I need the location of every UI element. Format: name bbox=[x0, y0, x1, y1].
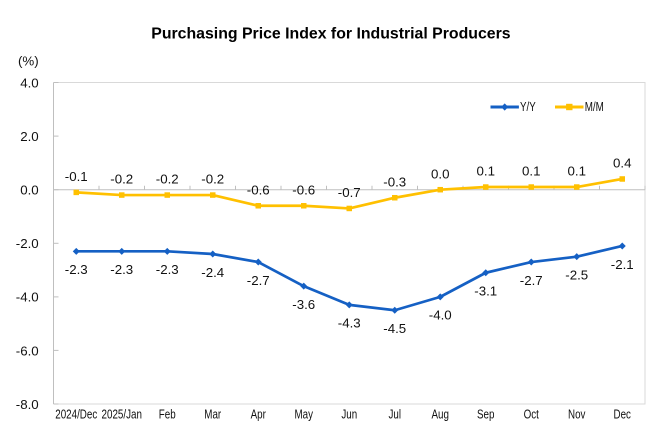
svg-text:-3.6: -3.6 bbox=[292, 297, 315, 312]
svg-text:0.1: 0.1 bbox=[568, 164, 587, 179]
svg-text:0.4: 0.4 bbox=[613, 156, 632, 171]
svg-text:-4.5: -4.5 bbox=[383, 321, 406, 336]
svg-text:-4.0: -4.0 bbox=[16, 290, 39, 305]
svg-text:-0.2: -0.2 bbox=[156, 172, 179, 187]
svg-text:-6.0: -6.0 bbox=[16, 343, 39, 358]
svg-text:-0.6: -0.6 bbox=[247, 182, 270, 197]
svg-text:0.1: 0.1 bbox=[477, 164, 496, 179]
svg-text:-2.3: -2.3 bbox=[65, 262, 88, 277]
svg-text:Y/Y: Y/Y bbox=[520, 100, 536, 114]
svg-text:-2.5: -2.5 bbox=[565, 267, 588, 282]
svg-text:-0.2: -0.2 bbox=[201, 172, 224, 187]
svg-text:-8.0: -8.0 bbox=[16, 397, 39, 412]
svg-text:Dec: Dec bbox=[614, 408, 631, 422]
svg-text:-0.3: -0.3 bbox=[383, 174, 406, 189]
svg-text:4.0: 4.0 bbox=[20, 75, 39, 90]
svg-text:Jun: Jun bbox=[341, 408, 357, 422]
svg-text:Apr: Apr bbox=[251, 408, 266, 422]
svg-text:-0.7: -0.7 bbox=[338, 185, 361, 200]
svg-text:-2.4: -2.4 bbox=[201, 265, 224, 280]
svg-text:-2.7: -2.7 bbox=[247, 273, 270, 288]
svg-text:-2.3: -2.3 bbox=[110, 262, 133, 277]
svg-text:2.0: 2.0 bbox=[20, 129, 39, 144]
svg-text:-3.1: -3.1 bbox=[474, 284, 497, 299]
svg-text:-0.2: -0.2 bbox=[110, 172, 133, 187]
svg-text:Oct: Oct bbox=[524, 408, 540, 422]
svg-text:Nov: Nov bbox=[568, 408, 586, 422]
svg-text:-4.0: -4.0 bbox=[429, 308, 452, 323]
svg-text:May: May bbox=[295, 408, 314, 422]
svg-text:0.0: 0.0 bbox=[431, 166, 450, 181]
svg-text:Purchasing Price Index for Ind: Purchasing Price Index for Industrial Pr… bbox=[151, 25, 510, 42]
svg-text:-0.6: -0.6 bbox=[292, 182, 315, 197]
svg-text:Sep: Sep bbox=[477, 408, 495, 422]
svg-text:-2.0: -2.0 bbox=[16, 236, 39, 251]
svg-text:0.0: 0.0 bbox=[20, 183, 39, 198]
svg-text:(%): (%) bbox=[18, 54, 39, 69]
svg-text:Feb: Feb bbox=[159, 408, 176, 422]
svg-text:Aug: Aug bbox=[432, 408, 450, 422]
svg-text:0.1: 0.1 bbox=[522, 164, 541, 179]
svg-text:-0.1: -0.1 bbox=[65, 169, 88, 184]
svg-text:-2.7: -2.7 bbox=[520, 273, 543, 288]
svg-text:2025/Jan: 2025/Jan bbox=[102, 408, 142, 422]
svg-text:-4.3: -4.3 bbox=[338, 316, 361, 331]
svg-text:2024/Dec: 2024/Dec bbox=[55, 408, 97, 422]
svg-text:-2.1: -2.1 bbox=[611, 257, 634, 272]
svg-text:M/M: M/M bbox=[585, 100, 604, 114]
svg-text:-2.3: -2.3 bbox=[156, 262, 179, 277]
svg-text:Mar: Mar bbox=[204, 408, 221, 422]
svg-text:Jul: Jul bbox=[389, 408, 402, 422]
